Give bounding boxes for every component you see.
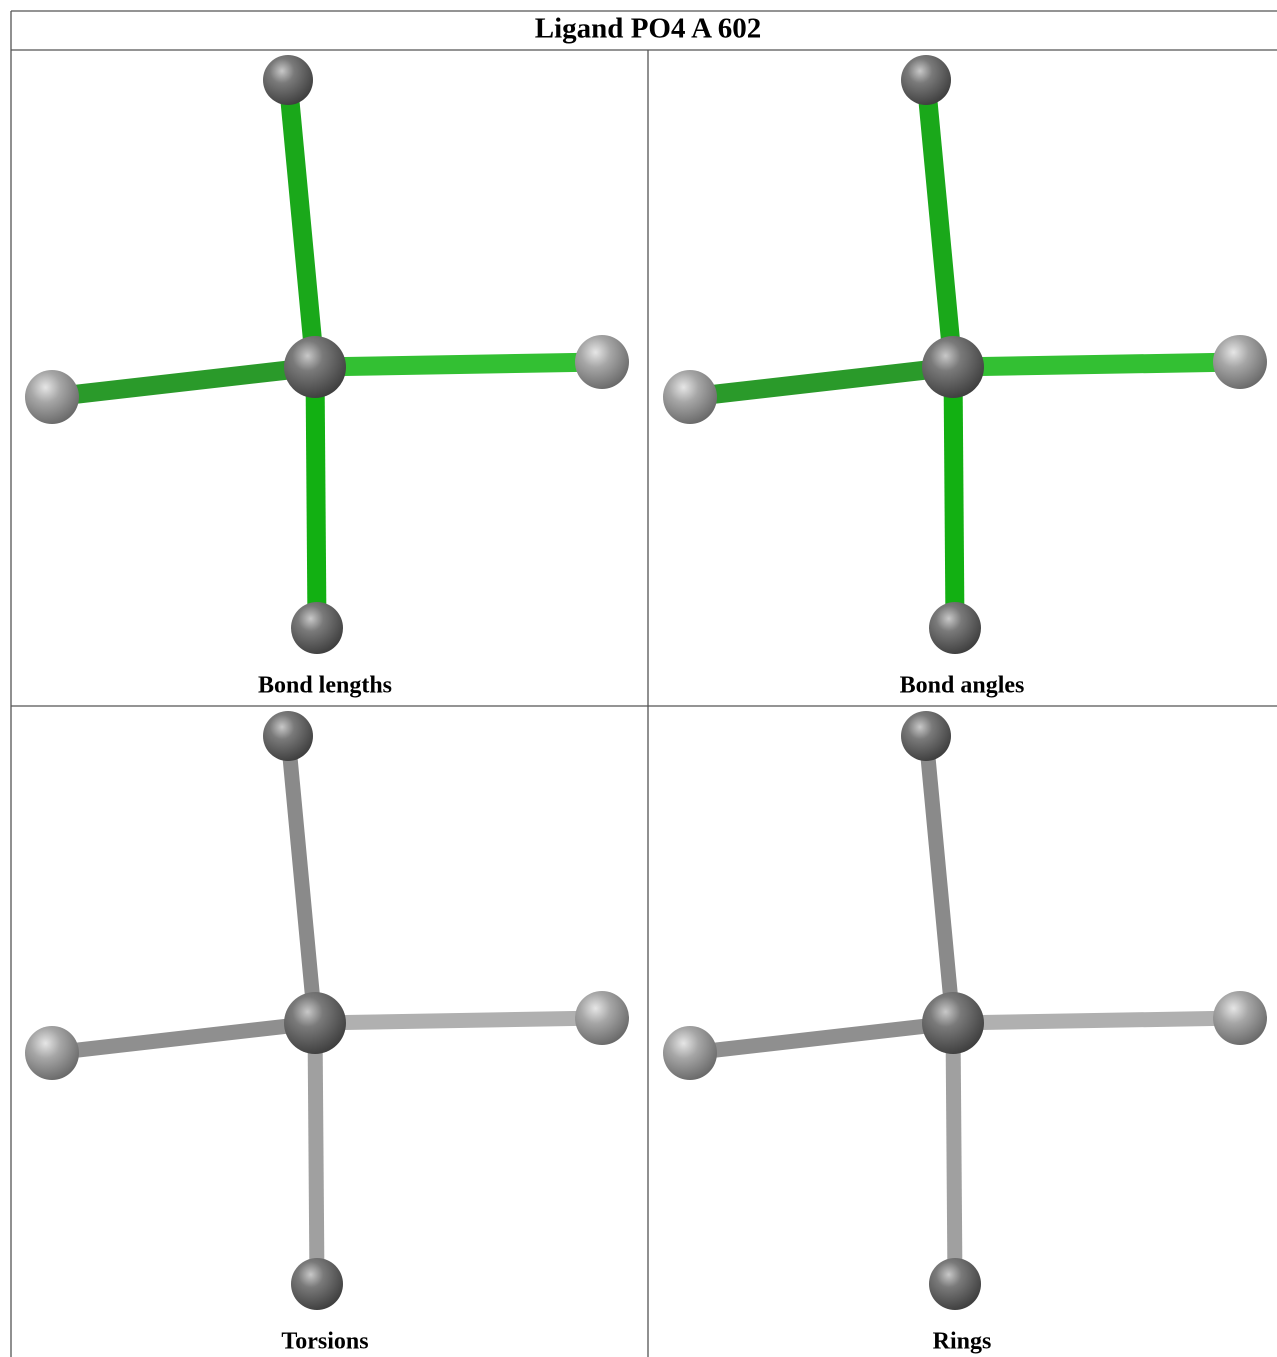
table-border	[11, 11, 1277, 1357]
figure-title: Ligand PO4 A 602	[535, 13, 761, 45]
molecule	[25, 711, 629, 1310]
panel-caption: Rings	[933, 1329, 992, 1355]
panel-caption: Bond lengths	[258, 673, 392, 699]
panel-caption: Bond angles	[900, 673, 1025, 699]
molecule	[25, 55, 629, 654]
molecule	[663, 711, 1267, 1310]
panel-caption: Torsions	[281, 1329, 368, 1355]
molecule	[663, 55, 1267, 654]
figure: Ligand PO4 A 602 Bond lengths Bond angle…	[0, 0, 1277, 1357]
